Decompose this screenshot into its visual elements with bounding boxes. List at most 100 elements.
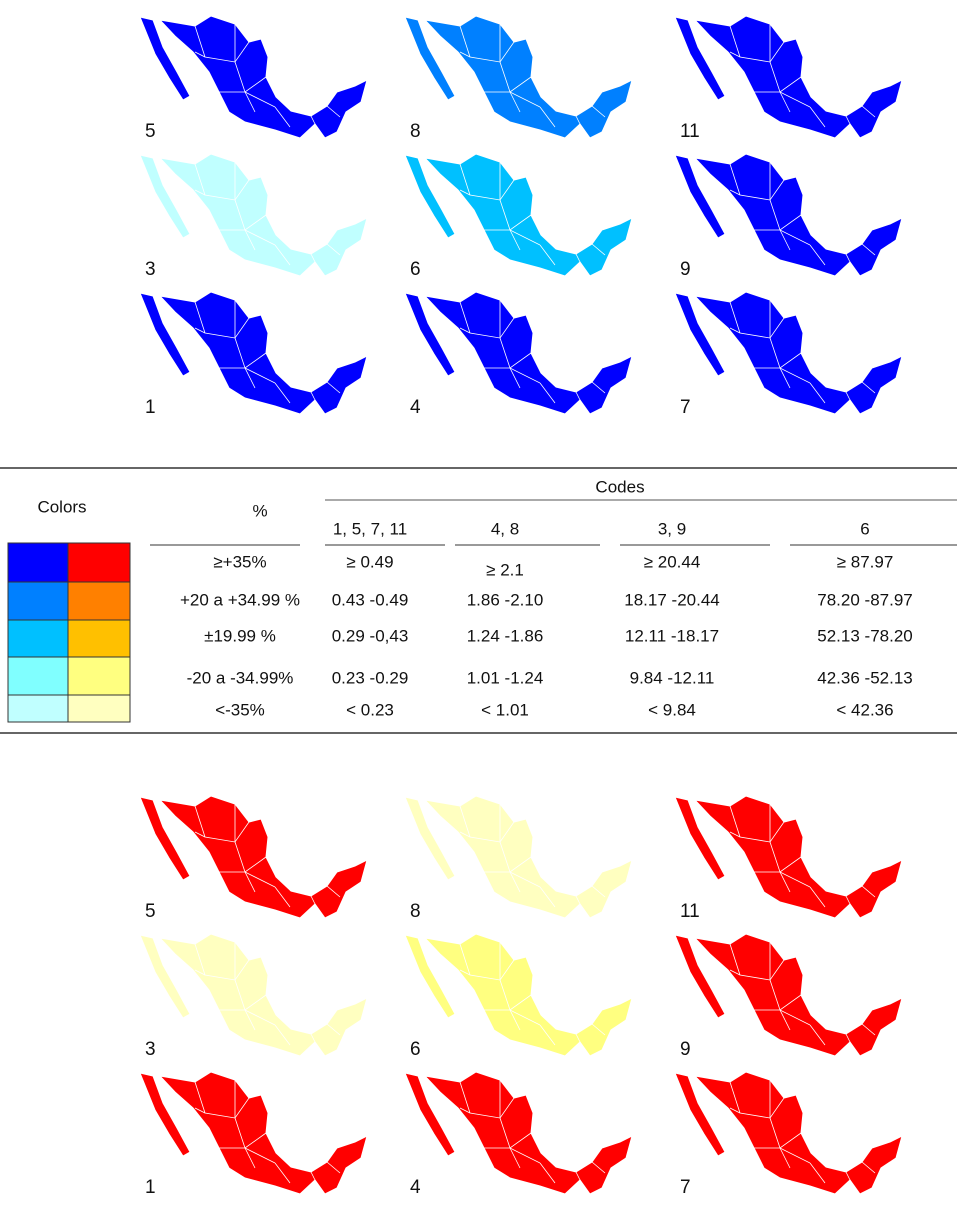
figure-canvas: Colors % Codes 581136914758113691471, 5,… [0, 0, 957, 1211]
map-label: 5 [145, 901, 156, 922]
map-label: 1 [145, 397, 156, 418]
code-group-header: 6 [860, 519, 869, 538]
code-range: 52.13 -78.20 [817, 626, 912, 645]
color-swatch-blue [8, 620, 68, 657]
map-label: 9 [680, 259, 691, 280]
header-percent: % [252, 501, 267, 520]
mainland [425, 1072, 632, 1194]
map: 1 [140, 292, 367, 418]
map-shape [675, 796, 902, 918]
color-swatch-red [68, 657, 130, 695]
mainland [425, 292, 632, 414]
map-shape [675, 154, 902, 276]
code-range: < 9.84 [648, 700, 696, 719]
code-range: ≥ 20.44 [644, 552, 701, 571]
color-swatch-blue [8, 582, 68, 620]
map-shape [405, 292, 632, 414]
percent-range: ±19.99 % [204, 626, 276, 645]
color-swatch-red [68, 695, 130, 722]
map-shape [140, 796, 367, 918]
map-shape [405, 154, 632, 276]
percent-range: <-35% [215, 700, 265, 719]
map-label: 6 [410, 1039, 421, 1060]
map: 7 [675, 292, 902, 418]
code-range: 1.01 -1.24 [467, 668, 544, 687]
mainland [695, 292, 902, 414]
mainland [425, 934, 632, 1056]
map-label: 3 [145, 1039, 156, 1060]
header-codes: Codes [595, 477, 644, 496]
map-label: 6 [410, 259, 421, 280]
color-swatch-blue [8, 543, 68, 582]
mainland [160, 934, 367, 1056]
map-label: 9 [680, 1039, 691, 1060]
map: 8 [405, 796, 632, 922]
code-group-header: 3, 9 [658, 519, 686, 538]
header-colors: Colors [37, 497, 86, 516]
code-range: 0.43 -0.49 [332, 590, 409, 609]
code-range: 42.36 -52.13 [817, 668, 912, 687]
mainland [695, 934, 902, 1056]
map: 9 [675, 934, 902, 1060]
code-group-header: 4, 8 [491, 519, 519, 538]
map-label: 11 [680, 901, 700, 922]
mainland [425, 796, 632, 918]
map-label: 5 [145, 121, 156, 142]
map-label: 7 [680, 397, 691, 418]
mainland [160, 16, 367, 138]
map-shape [675, 934, 902, 1056]
map: 3 [140, 154, 367, 280]
code-group-header: 1, 5, 7, 11 [333, 519, 407, 538]
map-label: 8 [410, 901, 421, 922]
code-range: < 42.36 [836, 700, 893, 719]
map: 6 [405, 934, 632, 1060]
map-label: 4 [410, 397, 421, 418]
map-shape [140, 1072, 367, 1194]
mainland [695, 16, 902, 138]
code-range: ≥ 0.49 [346, 552, 393, 571]
percent-range: -20 a -34.99% [187, 668, 294, 687]
code-range: ≥ 87.97 [837, 552, 894, 571]
code-range: 12.11 -18.17 [625, 626, 719, 645]
map-shape [675, 292, 902, 414]
code-range: 78.20 -87.97 [817, 590, 912, 609]
mainland [160, 292, 367, 414]
code-range: 18.17 -20.44 [624, 590, 719, 609]
map: 5 [140, 796, 367, 922]
color-swatch-red [68, 620, 130, 657]
code-range: < 0.23 [346, 700, 394, 719]
map: 4 [405, 1072, 632, 1198]
map: 5 [140, 16, 367, 142]
map: 8 [405, 16, 632, 142]
mainland [695, 796, 902, 918]
map: 9 [675, 154, 902, 280]
mainland [160, 154, 367, 276]
map-shape [675, 1072, 902, 1194]
map-shape [140, 292, 367, 414]
mainland [425, 16, 632, 138]
map: 4 [405, 292, 632, 418]
percent-range: +20 a +34.99 % [180, 590, 300, 609]
map-shape [140, 934, 367, 1056]
map-shape [405, 934, 632, 1056]
map-label: 3 [145, 259, 156, 280]
code-range: 1.86 -2.10 [467, 590, 544, 609]
map: 11 [675, 796, 902, 922]
map: 11 [675, 16, 902, 142]
map: 1 [140, 1072, 367, 1198]
map: 3 [140, 934, 367, 1060]
mainland [160, 796, 367, 918]
code-range: 0.23 -0.29 [332, 668, 409, 687]
map-shape [405, 796, 632, 918]
map: 6 [405, 154, 632, 280]
color-swatch-red [68, 543, 130, 582]
code-range: 0.29 -0,43 [332, 626, 409, 645]
map-label: 8 [410, 121, 421, 142]
map-label: 11 [680, 121, 700, 142]
mainland [695, 154, 902, 276]
code-range: < 1.01 [481, 700, 529, 719]
map-label: 7 [680, 1177, 691, 1198]
mainland [160, 1072, 367, 1194]
map: 7 [675, 1072, 902, 1198]
mainland [425, 154, 632, 276]
